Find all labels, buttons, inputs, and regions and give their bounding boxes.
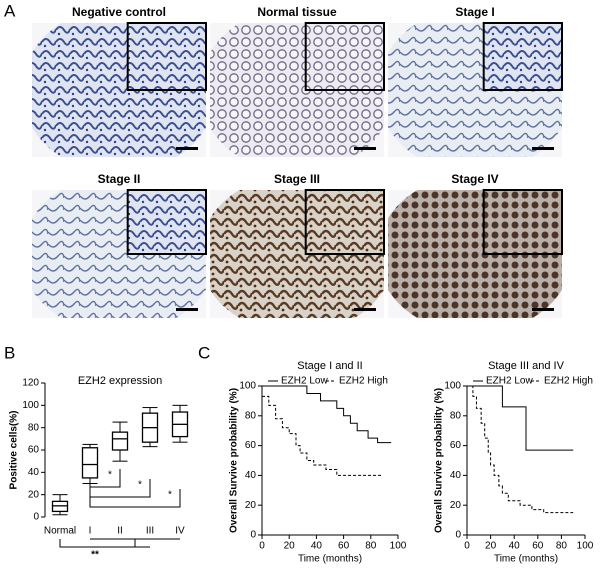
panel-label: C [198, 343, 210, 362]
y-tick-label: 60 [28, 445, 40, 456]
y-tick-label: 100 [22, 400, 39, 411]
scale-bar [354, 308, 376, 311]
chart-title: Stage I and II [297, 360, 362, 372]
sig-star: * [138, 480, 142, 491]
x-tick-label: IV [175, 526, 185, 537]
y-tick-label: 20 [28, 489, 40, 500]
survival-curve [467, 385, 574, 451]
x-tick-label: 60 [532, 541, 544, 552]
y-tick-label: 100 [239, 381, 256, 392]
tissue-image [32, 189, 207, 318]
image-title: Negative control [72, 5, 166, 19]
y-tick-label: 40 [28, 467, 40, 478]
box [81, 447, 99, 479]
y-axis-label: Overall Survive probability (%) [434, 388, 445, 533]
tissue-image [32, 22, 207, 157]
x-tick-label: III [146, 526, 154, 537]
y-tick-label: 80 [450, 410, 462, 421]
y-tick-label: 60 [450, 440, 462, 451]
x-tick-label: 80 [365, 541, 377, 552]
x-tick-label: 100 [577, 541, 594, 552]
x-tick-label: 0 [464, 541, 470, 552]
box [111, 431, 129, 451]
legend-label: EZH2 High [544, 376, 593, 387]
x-tick-label: 80 [556, 541, 568, 552]
x-tick-label: 0 [259, 541, 265, 552]
panel-label: B [4, 343, 15, 362]
y-tick-label: 20 [450, 500, 462, 511]
scale-bar [532, 147, 554, 150]
sig-bracket [89, 483, 181, 508]
image-title: Normal tissue [257, 5, 337, 19]
image-title: Stage IV [451, 172, 498, 186]
y-tick-label: 120 [22, 378, 39, 389]
image-title: Stage III [274, 172, 320, 186]
y-tick-label: 20 [245, 500, 257, 511]
y-tick-label: 80 [28, 422, 40, 433]
sig-star: * [168, 490, 172, 501]
tissue-image [388, 22, 564, 157]
y-tick-label: 40 [450, 470, 462, 481]
inset [482, 189, 564, 255]
x-axis-label: Time (months) [298, 554, 362, 565]
survival-curve [262, 385, 392, 444]
y-axis-label: Overall Survive probability (%) [229, 388, 240, 533]
x-tick-label: 40 [509, 541, 521, 552]
image-title: Stage I [455, 5, 494, 19]
inset [304, 22, 386, 91]
x-tick-label: 60 [338, 541, 350, 552]
sig-star: * [108, 470, 112, 481]
axes [261, 386, 398, 536]
survival-curve [467, 385, 574, 514]
x-tick-label: I [89, 526, 92, 537]
legend-label: EZH2 High [339, 376, 388, 387]
x-tick-label: Normal [44, 526, 76, 537]
scale-bar [176, 308, 198, 311]
inset [126, 22, 207, 91]
y-axis-label: Positive cells(%) [9, 411, 20, 490]
chart-title: EZH2 expression [78, 375, 162, 387]
image-title: Stage II [98, 172, 141, 186]
tissue-image [210, 22, 386, 157]
y-tick-label: 80 [245, 410, 257, 421]
y-tick-label: 0 [455, 530, 461, 541]
x-tick-label: 100 [390, 541, 407, 552]
y-tick-label: 60 [245, 440, 257, 451]
x-tick-label: 40 [311, 541, 323, 552]
legend-label: EZH2 Low [281, 376, 328, 387]
x-tick-label: II [117, 526, 123, 537]
tissue-image [210, 189, 386, 318]
y-tick-label: 0 [33, 512, 39, 523]
scale-bar [532, 308, 554, 311]
y-tick-label: 40 [245, 470, 257, 481]
sig-bracket [59, 538, 180, 548]
x-axis-label: Time (months) [494, 554, 558, 565]
chart-title: Stage III and IV [488, 360, 564, 372]
y-tick-label: 100 [444, 381, 461, 392]
legend-label: EZH2 Low [486, 376, 533, 387]
x-tick-label: 20 [284, 541, 296, 552]
inset [482, 22, 564, 91]
scale-bar [354, 147, 376, 150]
tissue-image [388, 189, 564, 318]
inset [304, 189, 386, 255]
inset [126, 189, 207, 255]
x-tick-label: 20 [485, 541, 497, 552]
y-tick-label: 0 [250, 530, 256, 541]
sig-star: ** [91, 550, 99, 561]
panel-label: A [4, 1, 16, 20]
survival-curve [262, 395, 382, 476]
scale-bar [176, 147, 198, 150]
